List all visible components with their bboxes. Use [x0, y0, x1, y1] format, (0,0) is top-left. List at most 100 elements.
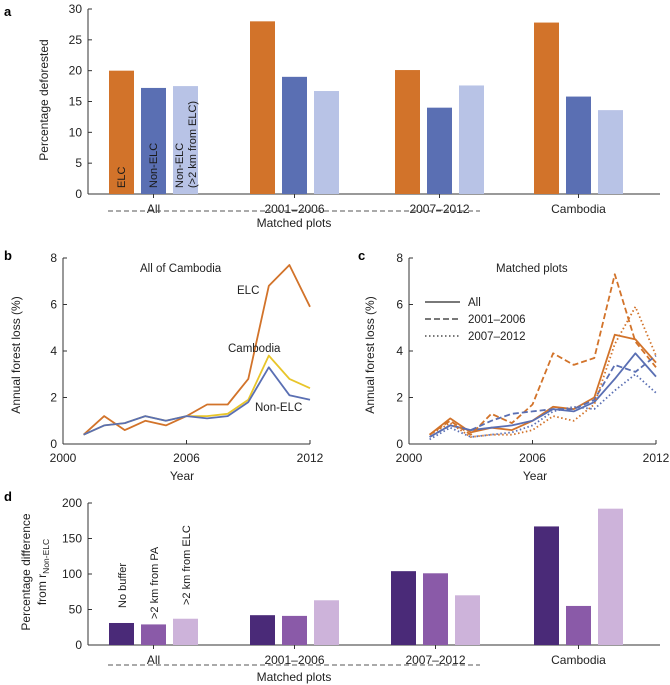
c-series-line [429, 273, 657, 436]
b-series-line [83, 354, 311, 436]
a-bar [141, 87, 166, 194]
a-bar [427, 107, 452, 194]
a-category-label: All [147, 202, 160, 216]
b-ytick-label: 2 [50, 391, 57, 405]
legend-label-2001-2006: 2001–2006 [468, 314, 526, 326]
panel-b-nonelc-label: Non-ELC [255, 402, 302, 414]
panel-d-bar-label: No buffer [117, 563, 129, 608]
d-bar [109, 622, 134, 645]
a-bar [250, 21, 275, 195]
panel-b-elc-label: ELC [237, 285, 259, 297]
b-series-line [82, 264, 311, 436]
a-ytick-label: 15 [69, 95, 83, 109]
b-series-line [83, 366, 311, 436]
panel-d-ylabel-sub: from rNon-ELC [35, 539, 51, 605]
a-ytick-label: 10 [69, 125, 83, 139]
b-xtick-label: 2006 [173, 451, 200, 465]
panel-d-bar-label: >2 km from ELC [181, 525, 193, 605]
d-ytick-label: 200 [62, 496, 82, 510]
panel-b-title: All of Cambodia [140, 263, 222, 275]
a-bar [459, 85, 484, 194]
b-ytick-label: 6 [50, 298, 57, 312]
panel-b-xlabel: Year [170, 469, 194, 483]
panel-c-title: Matched plots [496, 263, 568, 275]
d-ytick-label: 0 [75, 638, 82, 652]
c-xtick-label: 2006 [519, 451, 546, 465]
legend-label-2007-2012: 2007–2012 [468, 331, 526, 343]
a-bar [173, 86, 198, 194]
c-series-line [429, 373, 657, 441]
d-bar [282, 615, 307, 645]
panel-a-ylabel: Percentage deforested [37, 39, 51, 160]
panel-letter-b: b [4, 248, 12, 263]
c-ytick-label: 2 [396, 391, 403, 405]
d-category-label: 2007–2012 [405, 653, 465, 667]
a-category-label: Cambodia [551, 202, 606, 216]
c-ytick-label: 0 [396, 437, 403, 451]
panel-d-ylabel-subscript: Non-ELC [41, 539, 51, 574]
b-xtick-label: 2000 [50, 451, 77, 465]
d-ytick-label: 100 [62, 567, 82, 581]
d-bar [250, 615, 275, 645]
d-bar [598, 508, 623, 645]
b-ytick-label: 4 [50, 344, 57, 358]
panel-d-bar-label: >2 km from PA [149, 546, 161, 619]
panel-letter-c: c [358, 248, 365, 263]
a-ytick-label: 25 [69, 33, 83, 47]
d-category-label: All [147, 653, 160, 667]
a-bar [534, 22, 559, 194]
panel-b-cambodia-label: Cambodia [228, 343, 281, 355]
panel-d-group-label: Matched plots [257, 670, 332, 684]
panel-c-legend: All 2001–2006 2007–2012 [425, 297, 526, 343]
c-series-line [429, 305, 657, 438]
a-bar [395, 70, 420, 194]
a-bar [282, 76, 307, 194]
panel-c-xlabel: Year [523, 469, 547, 483]
a-bar [566, 96, 591, 194]
panel-c-ylabel: Annual forest loss (%) [363, 296, 377, 413]
c-series-line [429, 354, 657, 438]
panel-b-ylabel: Annual forest loss (%) [9, 296, 23, 413]
d-category-label: 2001–2006 [264, 653, 324, 667]
d-ytick-label: 50 [69, 603, 83, 617]
c-ytick-label: 4 [396, 344, 403, 358]
panel-a-bar-label-elc: ELC [116, 167, 128, 188]
a-ytick-label: 0 [75, 187, 82, 201]
d-bar [534, 526, 559, 645]
c-series-line [429, 352, 657, 438]
panel-b: b Annual forest loss (%) All of Cambodia… [4, 248, 324, 483]
a-ytick-label: 5 [75, 156, 82, 170]
legend-label-all: All [468, 297, 481, 309]
d-bar [173, 618, 198, 645]
d-bar [314, 600, 339, 645]
panel-a: a Percentage deforested 0 5 10 15 20 25 30 ELC… [4, 2, 660, 230]
d-bar [141, 624, 166, 645]
d-bar [566, 605, 591, 645]
d-bar [423, 573, 448, 645]
panel-a-group-label: Matched plots [257, 216, 332, 230]
panel-d: d Percentage difference from rNon-ELC 0 5… [4, 489, 660, 684]
c-xtick-label: 2012 [643, 451, 670, 465]
c-ytick-label: 8 [396, 251, 403, 265]
panel-a-bar-label-nonelc: Non-ELC [148, 143, 160, 188]
panel-letter-a: a [4, 4, 12, 19]
b-xtick-label: 2012 [297, 451, 324, 465]
a-bar [109, 70, 134, 194]
d-bar [391, 571, 416, 645]
a-ytick-label: 30 [69, 2, 83, 16]
c-xtick-label: 2000 [396, 451, 423, 465]
a-category-label: 2001–2006 [264, 202, 324, 216]
panel-d-ylabel-sub-text: from r [35, 574, 49, 605]
panel-a-bar-label-buffer-note: (>2 km from ELC) [187, 101, 199, 188]
c-ytick-label: 6 [396, 298, 403, 312]
a-ytick-label: 20 [69, 64, 83, 78]
d-category-label: Cambodia [551, 653, 606, 667]
b-ytick-label: 8 [50, 251, 57, 265]
panel-a-bar-label-nonelc-buffer: Non-ELC [174, 143, 186, 188]
a-bar [314, 91, 339, 194]
d-bar [455, 595, 480, 645]
a-bar [598, 110, 623, 194]
panel-letter-d: d [4, 489, 12, 504]
panel-c: c Annual forest loss (%) Matched plots 0… [358, 248, 670, 483]
d-ytick-label: 150 [62, 532, 82, 546]
